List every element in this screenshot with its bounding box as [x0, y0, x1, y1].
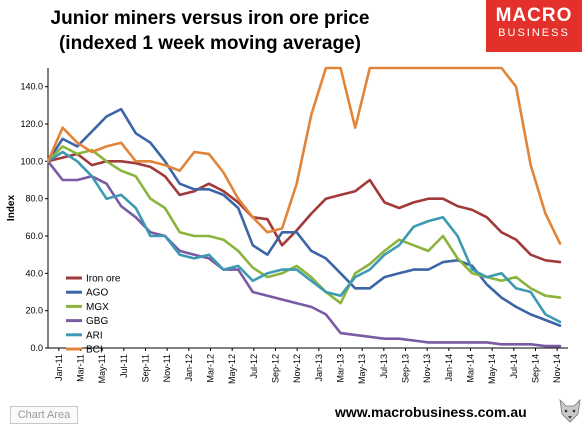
y-tick-label: 80.0 [25, 194, 43, 204]
series-line-iron-ore [46, 152, 562, 264]
legend-label: GBG [86, 316, 108, 327]
x-tick-label: May-12 [227, 354, 237, 384]
series-line-gbg [46, 160, 562, 348]
x-tick-label: Jul-13 [379, 354, 389, 379]
x-tick-label: Mar-13 [336, 354, 346, 383]
legend-label: BCI [86, 345, 103, 356]
x-tick-label: Jan-12 [184, 354, 194, 382]
x-tick-label: Jan-11 [54, 354, 64, 381]
x-tick-label: May-13 [357, 354, 367, 384]
x-tick-label: May-14 [487, 354, 497, 384]
x-tick-label: May-11 [97, 354, 107, 383]
x-tick-label: Nov-14 [552, 354, 562, 383]
chart-title-line1: Junior miners versus iron ore price [50, 8, 370, 29]
y-tick-label: 120.0 [20, 119, 43, 129]
chart-title-line2: (indexed 1 week moving average) [58, 33, 361, 54]
x-tick-label: Mar-12 [206, 354, 216, 383]
x-tick-label: Jul-12 [249, 354, 259, 379]
y-tick-label: 100.0 [20, 156, 43, 166]
legend-label: MGX [86, 302, 109, 313]
y-tick-label: 60.0 [25, 231, 43, 241]
x-tick-label: Mar-11 [76, 354, 86, 382]
legend-label: Iron ore [86, 274, 121, 285]
x-tick-label: Mar-14 [466, 354, 476, 383]
x-tick-label: Sep-13 [401, 354, 411, 383]
x-tick-label: Nov-11 [162, 354, 172, 382]
series-line-ago [46, 107, 562, 327]
logo-line1: MACRO [495, 5, 573, 26]
fox-mascot-icon [559, 398, 581, 423]
x-tick-label: Jul-14 [509, 354, 519, 379]
macrobusiness-logo: MACRO BUSINESS [486, 0, 582, 52]
x-tick-label: Nov-12 [292, 354, 302, 383]
chart-title: Junior miners versus iron ore price (ind… [0, 6, 420, 56]
y-axis-label: Index [6, 195, 17, 222]
legend-label: ARI [86, 330, 103, 341]
footer-url: www.macrobusiness.com.au [335, 404, 527, 420]
x-tick-label: Sep-11 [141, 354, 151, 382]
logo-line2: BUSINESS [498, 27, 570, 39]
x-tick-label: Sep-14 [531, 354, 541, 383]
y-tick-label: 40.0 [25, 268, 43, 278]
legend-label: AGO [86, 288, 108, 299]
y-tick-label: 0.0 [30, 343, 43, 353]
y-tick-label: 140.0 [20, 82, 43, 92]
x-tick-label: Jan-13 [314, 354, 324, 382]
chart-area-label[interactable]: Chart Area [10, 406, 78, 424]
series-line-mgx [46, 145, 562, 305]
series-line-ari [46, 150, 562, 324]
x-tick-label: Jan-14 [444, 354, 454, 382]
x-tick-label: Nov-13 [422, 354, 432, 383]
y-tick-label: 20.0 [25, 306, 43, 316]
x-tick-label: Jul-11 [119, 354, 129, 378]
series-line-bci [46, 66, 562, 245]
x-tick-label: Sep-12 [271, 354, 281, 383]
